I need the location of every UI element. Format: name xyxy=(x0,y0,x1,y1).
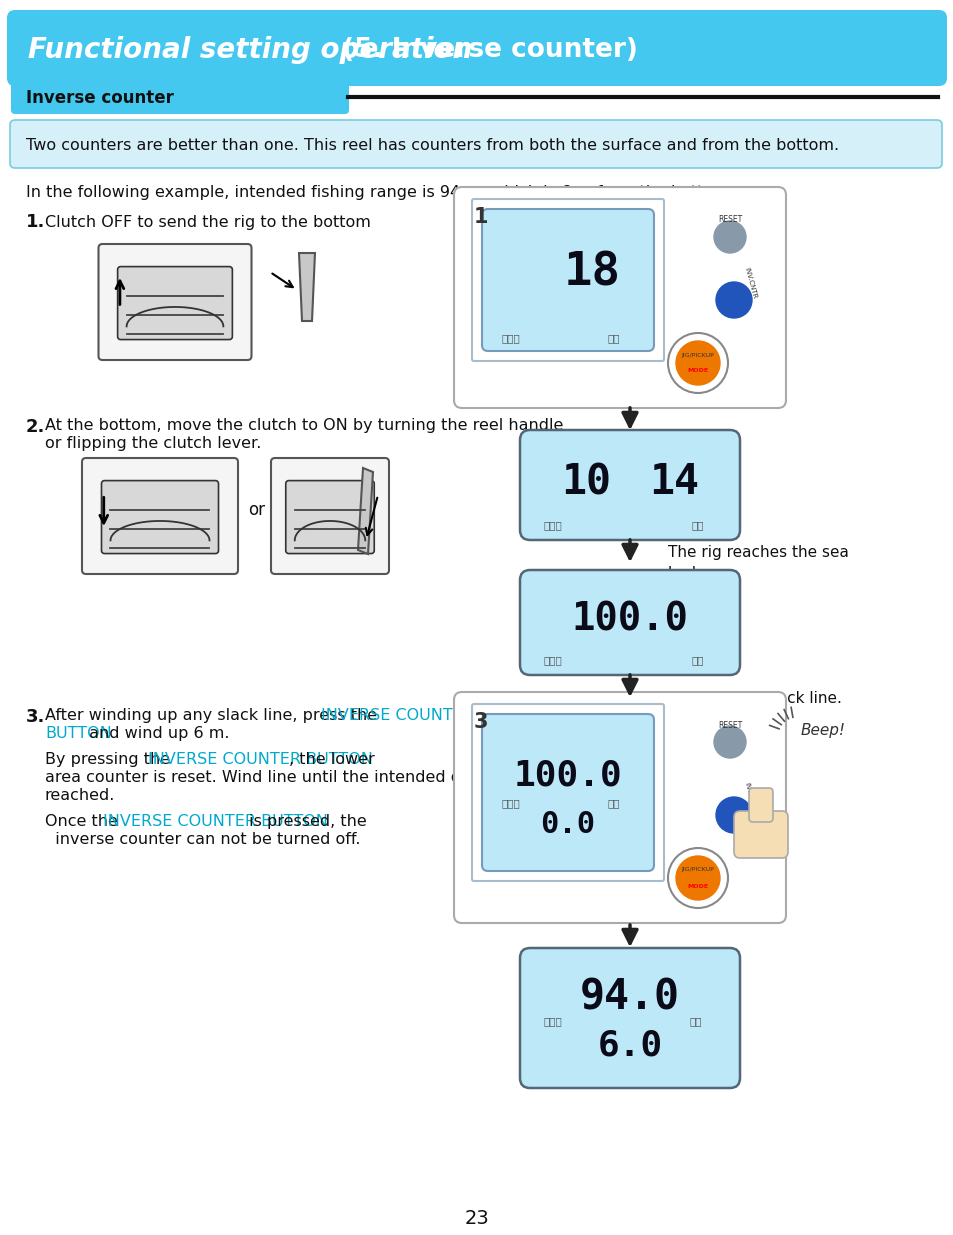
FancyBboxPatch shape xyxy=(82,458,237,574)
Polygon shape xyxy=(357,468,373,555)
Text: 船止: 船止 xyxy=(691,655,703,664)
FancyBboxPatch shape xyxy=(10,120,941,168)
Text: By pressing the: By pressing the xyxy=(45,752,175,767)
Circle shape xyxy=(667,333,727,393)
Text: 船止: 船止 xyxy=(607,333,619,343)
Text: , the lower: , the lower xyxy=(289,752,375,767)
Text: JIG/PICKUP: JIG/PICKUP xyxy=(680,867,714,872)
Text: area counter is reset. Wind line until the intended depth is: area counter is reset. Wind line until t… xyxy=(45,769,515,785)
FancyBboxPatch shape xyxy=(286,480,374,553)
Text: 23: 23 xyxy=(464,1209,489,1228)
Text: 100.0: 100.0 xyxy=(571,601,688,638)
Text: 94.0: 94.0 xyxy=(579,977,679,1019)
Text: 1: 1 xyxy=(474,207,488,227)
FancyBboxPatch shape xyxy=(98,245,252,359)
Text: Beep!: Beep! xyxy=(801,722,845,737)
Circle shape xyxy=(716,797,751,832)
FancyBboxPatch shape xyxy=(7,10,946,86)
Text: チョイ: チョイ xyxy=(543,520,562,530)
Text: reached.: reached. xyxy=(45,788,115,803)
Text: 船止: 船止 xyxy=(607,798,619,808)
Text: or flipping the clutch lever.: or flipping the clutch lever. xyxy=(45,436,261,451)
Text: INVERSE COUNTER BUTTON: INVERSE COUNTER BUTTON xyxy=(148,752,373,767)
Circle shape xyxy=(676,856,720,900)
Text: Once the: Once the xyxy=(45,814,123,829)
Text: After winding up any slack line, press the: After winding up any slack line, press t… xyxy=(45,708,382,722)
FancyBboxPatch shape xyxy=(454,186,785,408)
FancyBboxPatch shape xyxy=(117,267,233,340)
Text: INV.CNTR: INV.CNTR xyxy=(742,267,757,299)
FancyBboxPatch shape xyxy=(11,80,349,114)
Text: and wind up 6 m.: and wind up 6 m. xyxy=(84,726,229,741)
FancyBboxPatch shape xyxy=(481,209,654,351)
Polygon shape xyxy=(298,253,314,321)
Text: チョイ: チョイ xyxy=(501,333,520,343)
FancyBboxPatch shape xyxy=(454,692,785,923)
FancyBboxPatch shape xyxy=(519,948,740,1088)
Text: 18: 18 xyxy=(563,251,619,296)
FancyBboxPatch shape xyxy=(519,571,740,676)
Text: チョイ: チョイ xyxy=(543,1016,562,1026)
Text: 船止: 船止 xyxy=(691,520,703,530)
Text: RESET: RESET xyxy=(717,720,741,730)
Text: INVERSE COUNTER BUTTON: INVERSE COUNTER BUTTON xyxy=(103,814,327,829)
Circle shape xyxy=(667,848,727,908)
FancyBboxPatch shape xyxy=(733,811,787,858)
Text: MODE: MODE xyxy=(687,368,708,373)
FancyBboxPatch shape xyxy=(271,458,389,574)
Text: 3: 3 xyxy=(474,713,488,732)
Text: Two counters are better than one. This reel has counters from both the surface a: Two counters are better than one. This r… xyxy=(26,137,839,152)
Text: or: or xyxy=(248,501,265,519)
FancyBboxPatch shape xyxy=(101,480,218,553)
Circle shape xyxy=(716,282,751,317)
FancyBboxPatch shape xyxy=(519,430,740,540)
Text: BUTTON: BUTTON xyxy=(45,726,112,741)
Text: (5. Inverse counter): (5. Inverse counter) xyxy=(333,37,638,63)
Text: Functional setting operation: Functional setting operation xyxy=(28,36,472,64)
Text: 船止: 船止 xyxy=(689,1016,701,1026)
Text: Wind up the slack line.: Wind up the slack line. xyxy=(667,690,841,705)
Text: MODE: MODE xyxy=(687,883,708,888)
Text: inverse counter can not be turned off.: inverse counter can not be turned off. xyxy=(45,832,360,847)
FancyBboxPatch shape xyxy=(748,788,772,823)
Text: 0.0: 0.0 xyxy=(539,810,595,839)
Text: チョイ: チョイ xyxy=(543,655,562,664)
Text: JIG/PICKUP: JIG/PICKUP xyxy=(680,352,714,357)
Text: RESET: RESET xyxy=(717,215,741,225)
Text: is pressed, the: is pressed, the xyxy=(244,814,366,829)
Text: 100.0: 100.0 xyxy=(513,758,621,792)
Text: The rig reaches the sea
bed.: The rig reaches the sea bed. xyxy=(667,545,848,580)
Circle shape xyxy=(676,341,720,385)
Text: At the bottom, move the clutch to ON by turning the reel handle: At the bottom, move the clutch to ON by … xyxy=(45,417,563,433)
FancyBboxPatch shape xyxy=(481,714,654,871)
Text: INV.CNTR: INV.CNTR xyxy=(742,782,757,814)
Text: 10: 10 xyxy=(560,462,610,504)
Text: INVERSE COUNTER: INVERSE COUNTER xyxy=(321,708,474,722)
Circle shape xyxy=(713,726,745,758)
Text: 6.0: 6.0 xyxy=(597,1029,662,1062)
Text: In the following example, intended fishing range is 94 m, which is 6 m from the : In the following example, intended fishi… xyxy=(26,184,733,200)
Text: Clutch OFF to send the rig to the bottom: Clutch OFF to send the rig to the bottom xyxy=(45,215,371,230)
Text: 14: 14 xyxy=(648,462,699,504)
Circle shape xyxy=(713,221,745,253)
Text: 3.: 3. xyxy=(26,708,46,726)
Text: チョイ: チョイ xyxy=(501,798,520,808)
Text: Inverse counter: Inverse counter xyxy=(26,89,173,107)
Text: 1.: 1. xyxy=(26,212,46,231)
Text: 2.: 2. xyxy=(26,417,46,436)
